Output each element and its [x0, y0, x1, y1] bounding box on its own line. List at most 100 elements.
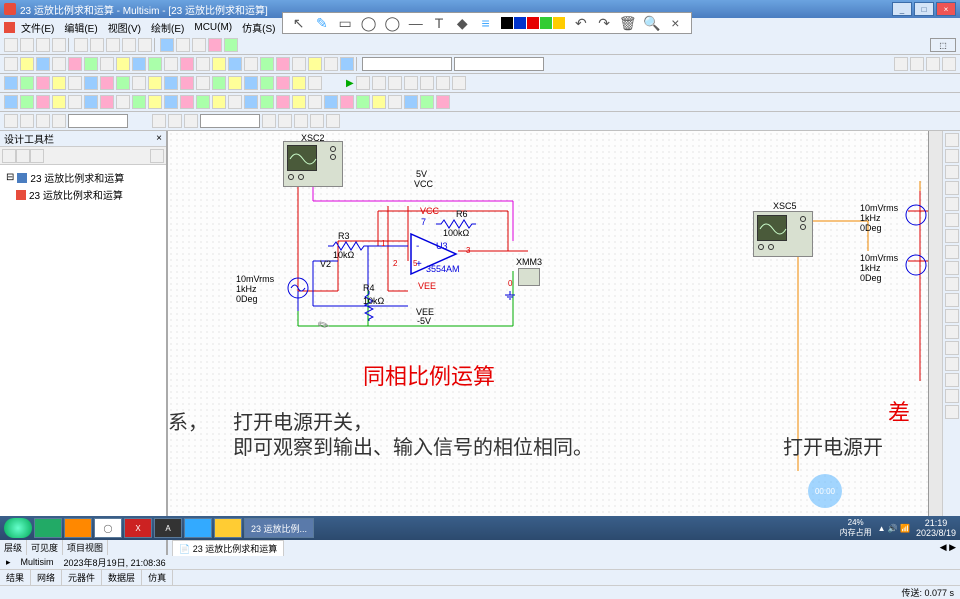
- instrument-tool[interactable]: [945, 389, 959, 403]
- color-red[interactable]: [527, 17, 539, 29]
- tool-button[interactable]: [176, 38, 190, 52]
- draw-tool[interactable]: [52, 114, 66, 128]
- component-button[interactable]: [212, 57, 226, 71]
- stop-icon[interactable]: [372, 76, 386, 90]
- ac-source-icon[interactable]: [904, 253, 928, 277]
- opamp-u3[interactable]: - +: [406, 229, 466, 282]
- color-blue[interactable]: [514, 17, 526, 29]
- sim-button[interactable]: [36, 76, 50, 90]
- instrument-tool[interactable]: [945, 309, 959, 323]
- part-button[interactable]: [340, 95, 354, 109]
- part-button[interactable]: [436, 95, 450, 109]
- document-tab[interactable]: 📄 23 运放比例求和运算: [172, 540, 284, 556]
- undo-icon[interactable]: ↶: [573, 15, 588, 31]
- tab-data[interactable]: 数据层: [102, 570, 142, 585]
- tool-button[interactable]: [36, 38, 50, 52]
- tab-visibility[interactable]: 可见度: [27, 540, 63, 555]
- draw-tool[interactable]: [310, 114, 324, 128]
- part-button[interactable]: [52, 95, 66, 109]
- instrument-tool[interactable]: [945, 405, 959, 419]
- eraser-tool-icon[interactable]: ◆: [455, 15, 470, 31]
- part-button[interactable]: [292, 95, 306, 109]
- panel-tool[interactable]: [150, 149, 164, 163]
- ac-source-icon[interactable]: [286, 276, 310, 300]
- tab-components[interactable]: 元器件: [62, 570, 102, 585]
- draw-tool[interactable]: [326, 114, 340, 128]
- font-combo[interactable]: [68, 114, 128, 128]
- floating-toolbar[interactable]: ↖ ✎ ▭ ◯ ◯ — T ◆ ≡ ↶ ↷ 🗑 🔍 ×: [282, 12, 692, 34]
- combo-2[interactable]: [454, 57, 544, 71]
- instrument-tool[interactable]: [945, 181, 959, 195]
- sim-tool[interactable]: [420, 76, 434, 90]
- tab-nav-icons[interactable]: ◀ ▶: [940, 542, 956, 553]
- component-button[interactable]: [196, 57, 210, 71]
- zoom-indicator[interactable]: ⬚: [930, 38, 956, 52]
- instrument-tool[interactable]: [945, 293, 959, 307]
- part-button[interactable]: [20, 95, 34, 109]
- part-button[interactable]: [228, 95, 242, 109]
- tool-button[interactable]: [208, 38, 222, 52]
- draw-tool[interactable]: [20, 114, 34, 128]
- combo-1[interactable]: [362, 57, 452, 71]
- panel-tool[interactable]: [16, 149, 30, 163]
- sim-button[interactable]: [212, 76, 226, 90]
- zoom-in-icon[interactable]: [894, 57, 908, 71]
- redo-icon[interactable]: ↷: [596, 15, 611, 31]
- tool-button[interactable]: [106, 38, 120, 52]
- size-combo[interactable]: [200, 114, 260, 128]
- rect-tool-icon[interactable]: ▭: [338, 15, 353, 31]
- part-button[interactable]: [196, 95, 210, 109]
- pause-icon[interactable]: [356, 76, 370, 90]
- color-green[interactable]: [540, 17, 552, 29]
- component-button[interactable]: [308, 57, 322, 71]
- color-black[interactable]: [501, 17, 513, 29]
- zoom-fit-icon[interactable]: [926, 57, 940, 71]
- part-button[interactable]: [244, 95, 258, 109]
- component-button[interactable]: [116, 57, 130, 71]
- align-tool[interactable]: [168, 114, 182, 128]
- tool-button[interactable]: [52, 38, 66, 52]
- part-button[interactable]: [356, 95, 370, 109]
- menu-file[interactable]: 文件(E): [17, 20, 58, 35]
- instrument-tool[interactable]: [945, 277, 959, 291]
- component-button[interactable]: [148, 57, 162, 71]
- taskbar-item[interactable]: [64, 518, 92, 538]
- part-button[interactable]: [4, 95, 18, 109]
- taskbar-multisim-window[interactable]: 23 运放比例...: [244, 518, 314, 538]
- line-tool-icon[interactable]: —: [408, 15, 423, 31]
- component-button[interactable]: [100, 57, 114, 71]
- multimeter-icon[interactable]: [518, 268, 540, 286]
- menu-mcu[interactable]: MCU(M): [190, 22, 236, 33]
- instrument-tool[interactable]: [945, 229, 959, 243]
- draw-tool[interactable]: [294, 114, 308, 128]
- delete-icon[interactable]: 🗑: [620, 15, 636, 31]
- draw-tool[interactable]: [36, 114, 50, 128]
- sim-button[interactable]: [228, 76, 242, 90]
- text-tool-icon[interactable]: T: [431, 15, 446, 31]
- draw-tool[interactable]: [4, 114, 18, 128]
- draw-tool[interactable]: [262, 114, 276, 128]
- sim-button[interactable]: [100, 76, 114, 90]
- part-button[interactable]: [420, 95, 434, 109]
- minimize-button[interactable]: _: [892, 2, 912, 16]
- circle-tool-icon[interactable]: ◯: [361, 15, 377, 31]
- tool-button[interactable]: [74, 38, 88, 52]
- component-button[interactable]: [132, 57, 146, 71]
- tool-button[interactable]: [192, 38, 206, 52]
- part-button[interactable]: [36, 95, 50, 109]
- sim-tool[interactable]: [404, 76, 418, 90]
- zoom-tool-icon[interactable]: [942, 57, 956, 71]
- part-button[interactable]: [388, 95, 402, 109]
- taskbar-item[interactable]: [184, 518, 212, 538]
- taskbar-item[interactable]: X: [124, 518, 152, 538]
- component-button[interactable]: [52, 57, 66, 71]
- ellipse-tool-icon[interactable]: ◯: [384, 15, 400, 31]
- pen-tool-icon[interactable]: ✎: [314, 15, 329, 31]
- instrument-tool[interactable]: [945, 245, 959, 259]
- close-toolbar-icon[interactable]: ×: [668, 15, 683, 31]
- tool-button[interactable]: [224, 38, 238, 52]
- instrument-tool[interactable]: [945, 213, 959, 227]
- menu-view[interactable]: 视图(V): [104, 20, 145, 35]
- panel-tool[interactable]: [30, 149, 44, 163]
- tool-button[interactable]: [90, 38, 104, 52]
